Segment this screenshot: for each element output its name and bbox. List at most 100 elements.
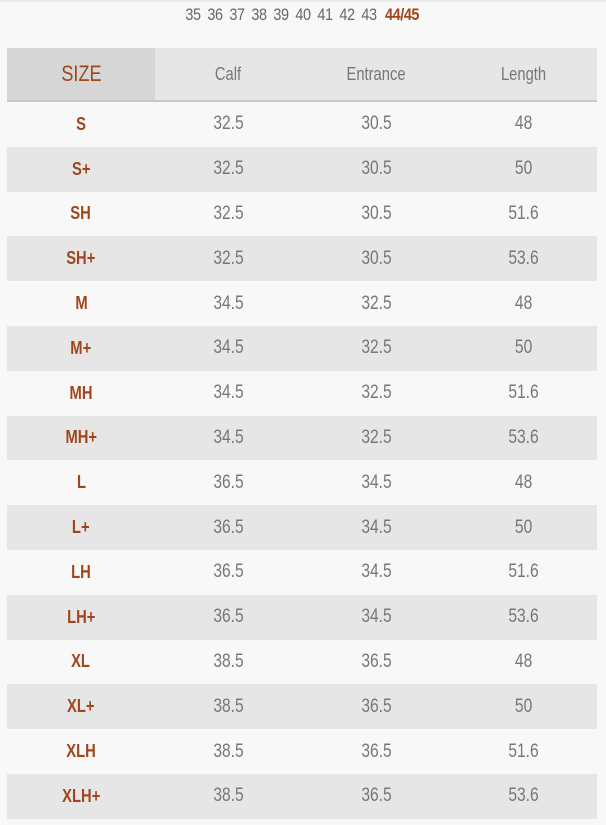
cell-length: 51.6	[450, 550, 597, 595]
cell-value: 36.5	[360, 695, 392, 717]
cell-value: 32.5	[360, 426, 392, 448]
cell-value: 53.6	[508, 426, 539, 448]
cell-value: 32.5	[213, 158, 244, 180]
cell-calf: 36.5	[155, 550, 302, 595]
cell-calf: 32.5	[155, 236, 302, 282]
cell-size: L+	[7, 505, 155, 550]
table-row: LH 36.5 34.5 51.6	[7, 550, 597, 595]
cell-value: 48	[514, 471, 533, 493]
cell-size: SH	[7, 192, 155, 237]
cell-value: 38.5	[213, 740, 244, 762]
cell-entrance: 32.5	[302, 281, 450, 326]
size-option[interactable]: 40	[295, 5, 311, 24]
cell-value: SH	[70, 203, 92, 224]
cell-value: 34.5	[360, 561, 392, 583]
table-row: M 34.5 32.5 48	[7, 281, 597, 326]
cell-value: 34.5	[360, 516, 392, 538]
cell-value: 51.6	[508, 561, 539, 583]
cell-entrance: 36.5	[302, 640, 450, 685]
cell-value: 34.5	[213, 426, 244, 448]
cell-value: 48	[514, 292, 533, 314]
cell-value: 34.5	[213, 337, 244, 359]
cell-value: 38.5	[213, 695, 244, 717]
cell-length: 51.6	[450, 192, 597, 237]
cell-calf: 38.5	[155, 684, 302, 730]
cell-value: 50	[514, 516, 533, 538]
cell-calf: 36.5	[155, 460, 302, 505]
cell-value: S	[76, 113, 86, 134]
table-row: XLH+ 38.5 36.5 53.6	[7, 773, 597, 819]
cell-entrance: 30.5	[302, 101, 450, 147]
cell-value: L+	[72, 517, 90, 538]
size-option[interactable]: 44/45	[384, 5, 419, 24]
cell-length: 51.6	[450, 371, 597, 416]
cell-length: 53.6	[450, 594, 597, 640]
cell-length: 48	[450, 640, 597, 685]
size-option[interactable]: 37	[229, 5, 246, 24]
cell-value: 32.5	[213, 247, 244, 269]
cell-calf: 34.5	[155, 415, 302, 461]
cell-calf: 38.5	[155, 640, 302, 685]
cell-length: 50	[450, 684, 597, 730]
cell-value: XLH+	[61, 785, 101, 806]
cell-value: 36.5	[213, 471, 244, 493]
cell-value: 50	[514, 337, 533, 359]
size-option[interactable]: 38	[251, 5, 267, 24]
table-row: MH 34.5 32.5 51.6	[7, 371, 597, 416]
cell-length: 50	[450, 505, 597, 550]
cell-length: 53.6	[450, 415, 597, 461]
cell-size: XLH+	[7, 773, 155, 819]
top-divider	[0, 0, 606, 3]
cell-value: 51.6	[508, 382, 539, 404]
cell-length: 53.6	[450, 773, 597, 819]
cell-calf: 34.5	[155, 371, 302, 416]
cell-size: MH+	[7, 415, 155, 461]
cell-value: 30.5	[360, 158, 392, 180]
size-option[interactable]: 43	[361, 5, 377, 24]
cell-value: 32.5	[360, 292, 392, 314]
size-option[interactable]: 35	[185, 5, 202, 24]
cell-value: 48	[514, 650, 533, 672]
cell-value: 34.5	[360, 471, 392, 493]
header-entrance: Entrance	[302, 48, 450, 102]
cell-size: XL	[7, 640, 155, 685]
size-option[interactable]: 41	[317, 5, 333, 24]
cell-length: 48	[450, 101, 597, 147]
cell-value: 53.6	[508, 606, 539, 628]
cell-entrance: 32.5	[302, 371, 450, 416]
table-row: M+ 34.5 32.5 50	[7, 325, 597, 371]
table-row: LH+ 36.5 34.5 53.6	[7, 594, 597, 640]
cell-value: 38.5	[213, 650, 244, 672]
cell-value: LH+	[66, 606, 96, 627]
cell-value: M+	[70, 337, 92, 358]
cell-size: LH	[7, 550, 155, 595]
cell-calf: 32.5	[155, 146, 302, 192]
cell-calf: 38.5	[155, 729, 302, 774]
header-length: Length	[450, 48, 597, 102]
cell-length: 48	[450, 281, 597, 326]
cell-length: 53.6	[450, 236, 597, 282]
cell-value: M	[74, 293, 88, 314]
cell-value: 48	[514, 113, 533, 135]
cell-entrance: 36.5	[302, 684, 450, 730]
cell-entrance: 34.5	[302, 505, 450, 550]
cell-entrance: 34.5	[302, 594, 450, 640]
cell-entrance: 36.5	[302, 729, 450, 774]
cell-value: LH	[71, 561, 91, 582]
cell-entrance: 30.5	[302, 146, 450, 192]
table-row: SH 32.5 30.5 51.6	[7, 192, 597, 237]
cell-value: 30.5	[360, 247, 392, 269]
table-row: XL+ 38.5 36.5 50	[7, 684, 597, 730]
cell-entrance: 34.5	[302, 460, 450, 505]
cell-entrance: 32.5	[302, 415, 450, 461]
size-option[interactable]: 39	[273, 5, 289, 24]
table-row: S+ 32.5 30.5 50	[7, 146, 597, 192]
cell-size: S	[7, 101, 155, 147]
size-option[interactable]: 42	[339, 5, 355, 24]
size-option[interactable]: 36	[207, 5, 224, 24]
cell-value: 50	[514, 158, 533, 180]
cell-size: MH	[7, 371, 155, 416]
cell-length: 50	[450, 146, 597, 192]
cell-value: 36.5	[360, 740, 392, 762]
table-row: SH+ 32.5 30.5 53.6	[7, 236, 597, 282]
